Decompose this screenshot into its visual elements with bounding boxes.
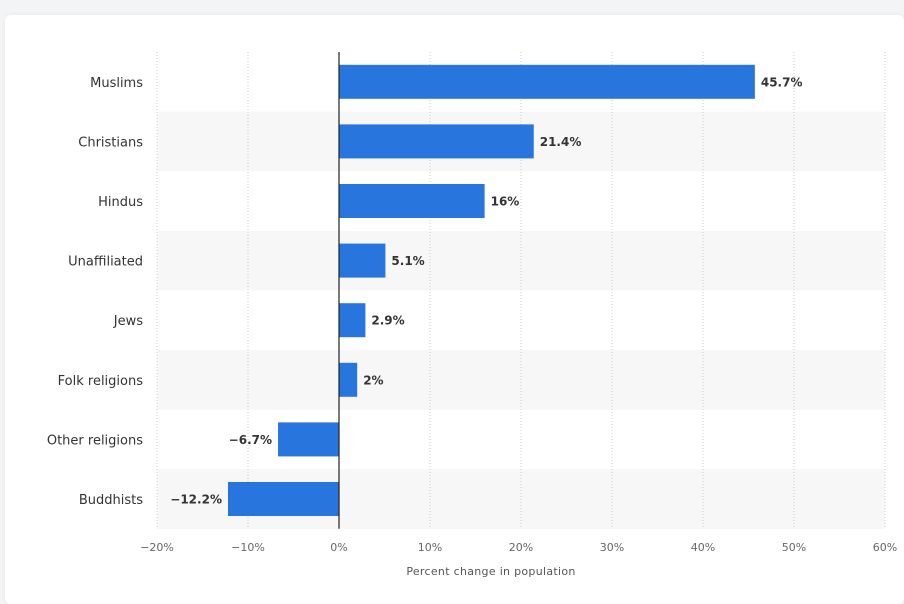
bar	[278, 422, 339, 457]
x-axis-title: Percent change in population	[406, 565, 575, 578]
bar	[339, 124, 534, 159]
x-tick-label: 50%	[782, 541, 806, 554]
bar	[339, 243, 386, 278]
data-label: 16%	[491, 195, 520, 209]
data-label: 2%	[363, 373, 383, 387]
category-label: Folk religions	[58, 374, 144, 389]
category-label: Muslims	[90, 76, 143, 91]
category-label: Buddhists	[79, 493, 143, 508]
bar	[339, 303, 366, 338]
bar	[339, 64, 755, 99]
category-label: Hindus	[98, 195, 143, 210]
x-tick-label: −10%	[231, 541, 265, 554]
category-label: Other religions	[47, 433, 143, 448]
bar	[339, 184, 485, 218]
data-label: 5.1%	[391, 254, 424, 268]
category-label: Christians	[78, 135, 143, 150]
bar	[339, 362, 358, 397]
category-labels: Muslims Christians Hindus Unaffiliated Jews F…	[47, 76, 143, 508]
value-labels: 45.7% 21.4% 16% 5.1% 2.9% 2% −6.7% −12.2%	[170, 75, 802, 506]
category-label: Jews	[113, 314, 143, 329]
chart-card: Muslims Christians Hindus Unaffiliated Jews F…	[5, 15, 904, 604]
x-tick-label: 0%	[330, 541, 347, 554]
bar-chart: Muslims Christians Hindus Unaffiliated Jews F…	[47, 52, 897, 578]
data-label: 2.9%	[371, 314, 404, 328]
x-tick-label: 30%	[600, 541, 624, 554]
data-label: 45.7%	[761, 75, 803, 89]
row-band	[157, 230, 885, 291]
bars	[227, 64, 755, 516]
data-label: −6.7%	[229, 433, 272, 447]
bar	[227, 482, 339, 516]
data-label: 21.4%	[540, 135, 582, 149]
x-tick-label: 40%	[691, 541, 715, 554]
x-tick-label: 20%	[509, 541, 533, 554]
x-tick-label: 10%	[418, 541, 442, 554]
x-tick-label: 60%	[873, 541, 897, 554]
x-tick-label: −20%	[140, 541, 174, 554]
x-tick-labels: −20% −10% 0% 10% 20% 30% 40% 50% 60%	[140, 541, 897, 554]
category-label: Unaffiliated	[68, 255, 143, 270]
data-label: −12.2%	[170, 493, 222, 507]
